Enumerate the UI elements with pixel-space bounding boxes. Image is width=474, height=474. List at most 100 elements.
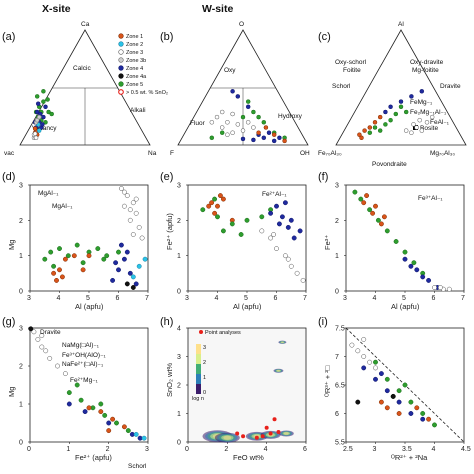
x-axis-label: Al (apfu) [391, 302, 420, 311]
data-point [104, 253, 110, 259]
data-point [361, 365, 367, 371]
data-point [424, 120, 430, 125]
point-analysis [254, 435, 259, 440]
colorbar-segment [196, 364, 201, 374]
data-point [106, 428, 112, 434]
data-point [268, 235, 274, 241]
x-tick-label: 4 [264, 446, 268, 453]
data-point [384, 228, 390, 234]
data-point [82, 409, 88, 415]
data-point [251, 109, 256, 115]
data-point [113, 260, 119, 266]
data-point [121, 189, 127, 195]
data-point [245, 120, 251, 125]
data-point [229, 221, 235, 227]
data-point [212, 210, 218, 216]
point-analysis [241, 434, 246, 439]
label-oxy-schorl: Oxy-schorl [335, 59, 367, 66]
data-point [411, 260, 417, 266]
x-axis-label: Al (apfu) [233, 302, 262, 311]
data-point [217, 193, 223, 199]
data-point [46, 109, 51, 115]
data-point [219, 130, 225, 135]
y-tick-label: 2 [177, 383, 181, 390]
data-point [41, 99, 46, 104]
data-point [390, 393, 396, 399]
panel-label-h: (h) [160, 316, 173, 328]
data-point [209, 135, 215, 141]
label-foitite: Foitite [343, 67, 361, 74]
data-point [256, 114, 261, 120]
data-point [263, 125, 269, 130]
data-point [362, 128, 367, 133]
annotation-label: Fe²⁺Al₋₁ [262, 191, 287, 198]
data-point [124, 281, 130, 287]
panel-d: 3 4 5 6 7 0 1 2 3 Al (apfu) Mg MgAl₋₁ MgAl₋₁ [7, 183, 149, 312]
x-tick-label: 6 [116, 295, 120, 302]
x-tick-label: 4.5 [461, 446, 471, 453]
x-tick-label: 3 [27, 295, 31, 302]
data-point [372, 125, 378, 130]
data-point [235, 94, 241, 99]
x-tick-label: 7 [145, 295, 149, 302]
panel-label-g: (g) [2, 316, 15, 328]
data-point [271, 232, 277, 237]
label-oxy-dravite: Oxy-dravite [410, 59, 444, 66]
legend-marker [118, 41, 124, 47]
data-point [361, 354, 367, 359]
data-point [282, 138, 287, 144]
data-point [294, 270, 300, 276]
panel-label-f: (f) [318, 171, 328, 183]
vector-fe2mgal: Fe₂Mg₋₁Al₋₁ [410, 109, 447, 116]
data-point [127, 217, 133, 223]
y-tick-label: 1 [19, 253, 23, 260]
title-w-site: W-site [202, 3, 233, 15]
data-point [359, 135, 364, 141]
data-point [398, 104, 404, 110]
point-analyses-label: Point analyses [205, 330, 241, 336]
ternary-b: O F OH Oxy Fluor Hydroxy [170, 21, 310, 157]
data-point [414, 267, 420, 273]
data-point [240, 114, 246, 120]
data-point [373, 203, 378, 209]
data-point [225, 120, 230, 125]
data-point [259, 214, 265, 220]
data-point [35, 336, 41, 342]
density-contour [276, 369, 281, 372]
vector-femg: FeMg₋₁ [410, 99, 433, 106]
data-point [297, 228, 303, 234]
x-tick-label: 2.5 [343, 446, 353, 453]
vertex-c-top: Al [398, 21, 404, 28]
data-point [349, 342, 355, 348]
data-point [66, 401, 72, 407]
vertex-b-top: O [239, 21, 244, 28]
ternary-b-points [209, 89, 287, 144]
y-axis-label: Fe²⁺ (apfu) [165, 213, 174, 250]
legend-label: Zone 3b [126, 58, 146, 64]
x-tick-label: 6 [303, 446, 307, 453]
data-point [36, 128, 42, 133]
data-point [285, 224, 291, 230]
field-calcic: Calcic [73, 65, 91, 72]
panel-label-b: (b) [160, 31, 173, 43]
y-axis-label: Fe³⁺ [323, 235, 332, 250]
data-point [420, 416, 426, 422]
data-point [230, 89, 235, 94]
data-point [384, 388, 390, 394]
data-point [372, 120, 378, 125]
data-point [34, 94, 40, 99]
zone-legend: Zone 1 Zone 2 Zone 3 Zone 3b Zone 4 Zone 4a Zo… [118, 33, 168, 96]
data-point [215, 214, 220, 220]
data-point [393, 239, 399, 244]
data-point [235, 122, 241, 127]
data-point [54, 277, 59, 283]
y-tick-label: 6.5 [335, 383, 345, 390]
data-point [373, 365, 378, 371]
y-tick-label: 1 [177, 411, 181, 418]
data-point [402, 256, 408, 262]
vertex-a-right: Na [148, 150, 157, 157]
data-point [48, 249, 54, 255]
data-point [118, 186, 124, 191]
data-point [220, 196, 226, 202]
